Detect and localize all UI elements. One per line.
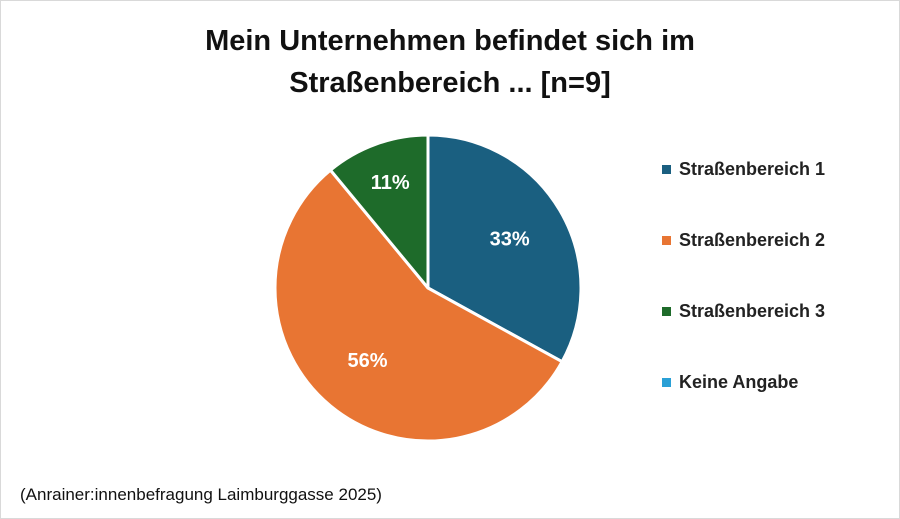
data-label-2: 56% [348, 350, 388, 372]
chart-title-line-2: Straßenbereich ... [n=9] [289, 67, 611, 99]
data-label-3: 11% [371, 172, 410, 194]
legend-item-keine-angabe: Keine Angabe [662, 368, 825, 396]
pie-slice-2 [273, 168, 564, 443]
data-label-1: 33% [490, 229, 530, 251]
legend-swatch-1 [662, 164, 671, 174]
legend-swatch-3 [662, 306, 671, 316]
legend: Straßenbereich 1 Straßenbereich 2 Straße… [662, 155, 825, 439]
pie-slice-3 [328, 133, 430, 290]
legend-label-1: Straßenbereich 1 [679, 158, 826, 179]
chart-title: Mein Unternehmen befindet sich im Straße… [0, 20, 900, 104]
legend-swatch-2 [662, 235, 671, 245]
legend-swatch-4 [662, 377, 671, 387]
legend-label-2: Straßenbereich 2 [679, 229, 826, 250]
legend-label-4: Keine Angabe [679, 371, 799, 392]
legend-label-3: Straßenbereich 3 [679, 300, 826, 321]
chart-title-line-1: Mein Unternehmen befindet sich im [205, 25, 695, 57]
pie-slice-1 [426, 133, 583, 364]
source-note: (Anrainer:innenbefragung Laimburggasse 2… [20, 485, 382, 504]
legend-item-strassenbereich-2: Straßenbereich 2 [662, 226, 825, 254]
legend-item-strassenbereich-1: Straßenbereich 1 [662, 155, 825, 183]
legend-item-strassenbereich-3: Straßenbereich 3 [662, 297, 825, 325]
